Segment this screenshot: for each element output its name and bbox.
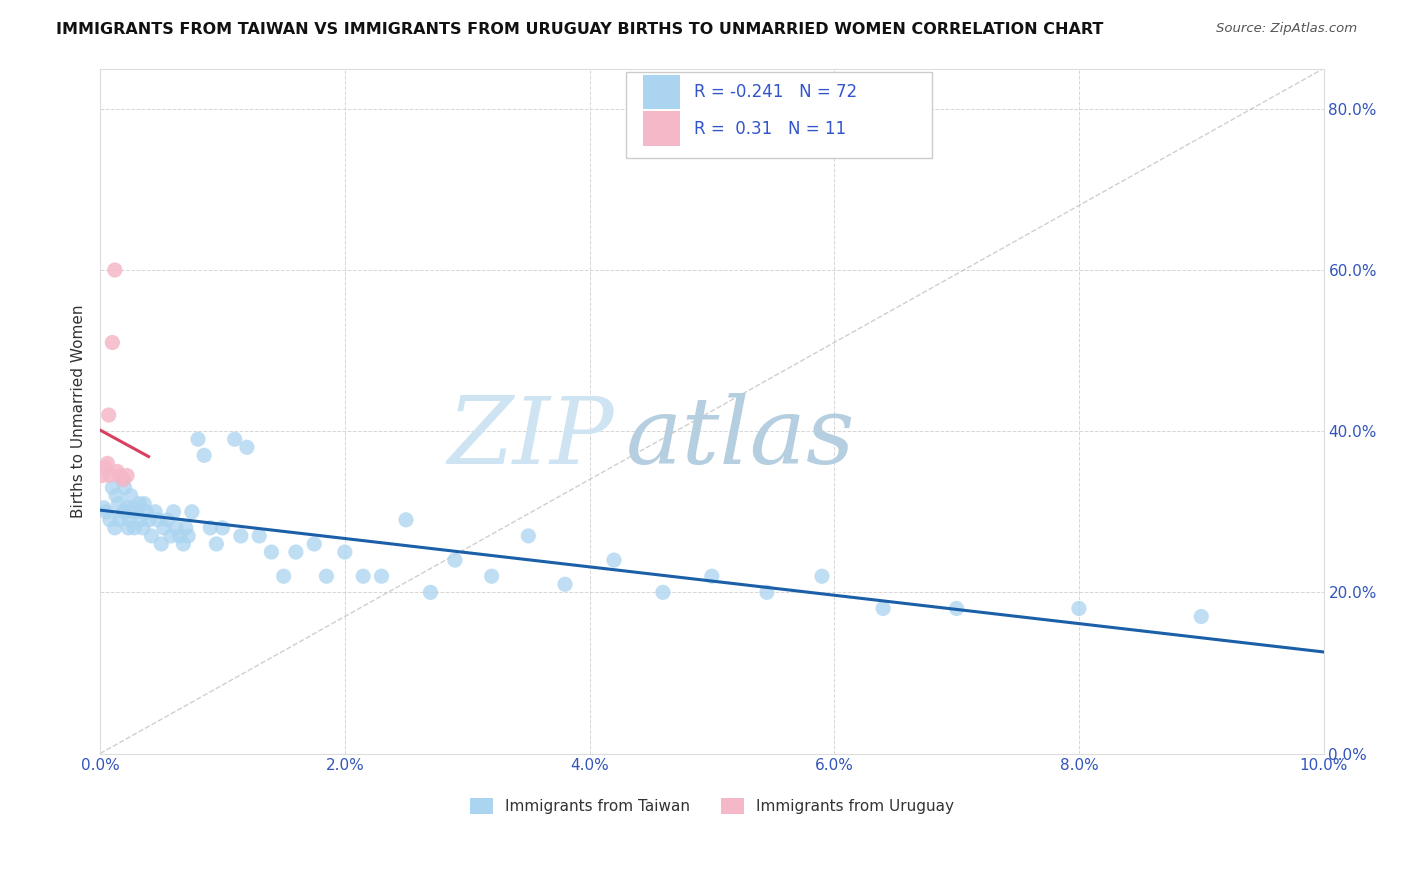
Point	[302, 537, 325, 551]
Point	[1067, 601, 1090, 615]
Text: R = -0.241   N = 72: R = -0.241 N = 72	[693, 83, 856, 102]
Text: atlas: atlas	[626, 393, 856, 483]
Point	[129, 513, 152, 527]
Point	[444, 553, 467, 567]
FancyBboxPatch shape	[644, 112, 681, 145]
Point	[91, 468, 114, 483]
Point	[101, 481, 124, 495]
Point	[125, 505, 148, 519]
Point	[135, 505, 157, 519]
Point	[117, 521, 139, 535]
Point	[104, 521, 127, 535]
Point	[104, 263, 127, 277]
Point	[120, 489, 142, 503]
Text: ZIP: ZIP	[447, 393, 614, 483]
Point	[177, 529, 200, 543]
Point	[98, 513, 121, 527]
Point	[152, 521, 174, 535]
Point	[105, 489, 128, 503]
Point	[105, 465, 128, 479]
Point	[165, 521, 187, 535]
Point	[370, 569, 392, 583]
Point	[1189, 609, 1212, 624]
Point	[93, 500, 115, 515]
Point	[172, 537, 194, 551]
Point	[811, 569, 834, 583]
Point	[315, 569, 337, 583]
Point	[146, 513, 169, 527]
FancyBboxPatch shape	[644, 75, 681, 110]
Point	[107, 497, 129, 511]
Point	[180, 505, 202, 519]
Point	[96, 457, 118, 471]
Point	[118, 513, 141, 527]
Point	[273, 569, 295, 583]
Legend: Immigrants from Taiwan, Immigrants from Uruguay: Immigrants from Taiwan, Immigrants from …	[470, 798, 953, 814]
Point	[114, 481, 136, 495]
Point	[114, 505, 136, 519]
Point	[395, 513, 418, 527]
Point	[554, 577, 576, 591]
Point	[128, 497, 150, 511]
Point	[247, 529, 270, 543]
Point	[115, 500, 138, 515]
Point	[333, 545, 356, 559]
Point	[112, 505, 135, 519]
Point	[160, 529, 183, 543]
Point	[229, 529, 252, 543]
Point	[112, 473, 135, 487]
Point	[205, 537, 228, 551]
Point	[138, 513, 160, 527]
Point	[150, 537, 173, 551]
Point	[108, 468, 131, 483]
Point	[162, 505, 184, 519]
Point	[111, 473, 134, 487]
Point	[352, 569, 374, 583]
Point	[169, 529, 191, 543]
Point	[134, 497, 156, 511]
Point	[236, 440, 259, 454]
Point	[98, 468, 121, 483]
Point	[211, 521, 233, 535]
Point	[156, 513, 179, 527]
Point	[143, 505, 166, 519]
Point	[141, 529, 163, 543]
Text: R =  0.31   N = 11: R = 0.31 N = 11	[693, 120, 845, 137]
Point	[651, 585, 673, 599]
Point	[945, 601, 967, 615]
Point	[132, 521, 155, 535]
Point	[121, 505, 143, 519]
Point	[187, 432, 209, 446]
Text: Source: ZipAtlas.com: Source: ZipAtlas.com	[1216, 22, 1357, 36]
Point	[174, 521, 197, 535]
Point	[122, 500, 145, 515]
Point	[115, 468, 138, 483]
Point	[260, 545, 283, 559]
Point	[97, 408, 120, 422]
Point	[872, 601, 894, 615]
Point	[193, 448, 215, 462]
Point	[108, 513, 131, 527]
Point	[700, 569, 723, 583]
Point	[224, 432, 246, 446]
Point	[94, 460, 117, 475]
Point	[101, 335, 124, 350]
Point	[96, 505, 118, 519]
Text: IMMIGRANTS FROM TAIWAN VS IMMIGRANTS FROM URUGUAY BIRTHS TO UNMARRIED WOMEN CORR: IMMIGRANTS FROM TAIWAN VS IMMIGRANTS FRO…	[56, 22, 1104, 37]
Point	[517, 529, 540, 543]
FancyBboxPatch shape	[626, 72, 932, 158]
Y-axis label: Births to Unmarried Women: Births to Unmarried Women	[72, 304, 86, 517]
Point	[419, 585, 441, 599]
Point	[124, 521, 146, 535]
Point	[755, 585, 778, 599]
Point	[284, 545, 307, 559]
Point	[603, 553, 626, 567]
Point	[481, 569, 503, 583]
Point	[200, 521, 222, 535]
